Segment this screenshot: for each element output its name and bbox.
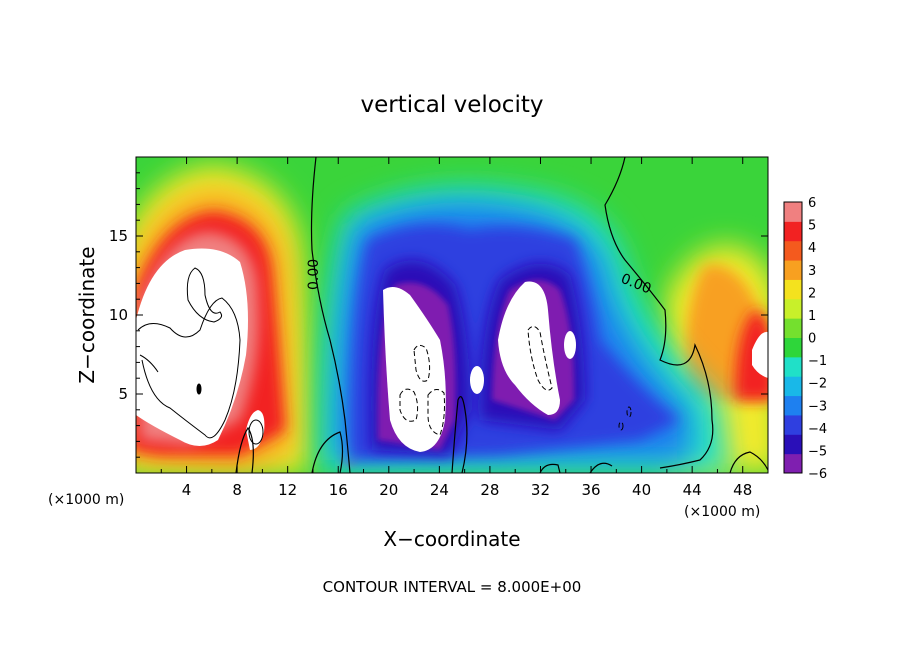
contour-neg-b [399,388,419,422]
colorbar-label: 1 [808,309,816,324]
contour-zero-c [451,396,468,473]
chart-title: vertical velocity [361,92,544,118]
colorbar-swatch [784,202,802,222]
colorbar-label: 4 [808,241,816,256]
colorbar-swatch [784,337,802,358]
contour-zero-a [310,157,351,473]
colorbar-swatch [784,279,802,300]
x-tick-label: 4 [182,481,192,499]
colorbar-swatch [784,376,802,397]
colorbar-swatch [784,240,802,261]
updraft-plume-left [136,165,310,473]
y-axis-ticks: 5 10 15 [109,172,768,458]
contours-positive [137,267,264,445]
x-unit-left: (×1000 m) [48,492,124,508]
x-unit-right: (×1000 m) [684,504,760,520]
contour-zero-g [539,463,561,473]
colorbar-label: 2 [808,286,816,301]
colorbar-label: −5 [808,444,827,459]
contour-pos-dot [196,383,202,395]
x-tick-label: 44 [683,481,702,499]
plume-left-core [136,248,248,446]
contour-neg-d [527,326,553,391]
x-tick-label: 28 [480,481,499,499]
colorbar-label: 6 [808,196,816,211]
y-axis-label: Z−coordinate [75,246,99,383]
downdraft-core-left [383,286,446,452]
contour-neg-c [427,389,445,436]
contours-negative [399,326,632,436]
colorbar-frame [783,201,803,474]
contour-zero-h [589,462,613,473]
colorbar-swatch [784,298,802,319]
downdraft-core-small-b [470,366,484,394]
x-axis-label: X−coordinate [383,527,520,551]
colorbar-swatch [784,434,802,455]
colorbar-swatch [784,414,802,435]
y-tick-label: 10 [109,306,128,324]
colorbar-label: −6 [808,467,827,482]
contour-label-a: 0.00 [306,259,322,290]
contour-neg-e [626,406,632,418]
colorbar-label: 0 [808,332,816,347]
contour-zero-e [235,426,254,473]
downdraft-core-right [498,281,560,415]
plume-right-core [752,331,768,378]
x-tick-label: 16 [329,481,348,499]
contour-zero-f [311,431,344,473]
x-tick-label: 20 [379,481,398,499]
downdraft-central [319,185,730,473]
colorbar-label: 3 [808,264,816,279]
contour-pos-small [248,419,264,445]
x-tick-label: 48 [733,481,752,499]
plot-area: 0.00 0.00 [136,157,768,473]
colorbar-swatch [784,260,802,280]
colorbar-label: −2 [808,377,827,392]
y-tick-label: 5 [118,385,128,403]
x-tick-label: 12 [278,481,297,499]
colorbar-label: −1 [808,354,827,369]
plume-right-red [735,310,768,400]
contour-pos-inner [186,267,222,323]
x-tick-label: 24 [430,481,449,499]
y-tick-label: 15 [109,227,128,245]
colorbar-swatch [784,453,802,474]
colorbar-label: 5 [808,219,816,234]
downdraft-core-small-a [564,331,576,359]
colorbar-swatch [784,318,802,338]
x-tick-label: 40 [632,481,651,499]
x-tick-label: 8 [232,481,242,499]
contour-pos-edge [139,354,159,373]
contour-neg-a [413,344,431,382]
x-tick-label: 32 [531,481,550,499]
colorbar-label: −4 [808,422,827,437]
contours-zero [235,157,768,473]
colorbar: 6 5 4 3 2 1 0 −1 −2 −3 −4 −5 −6 [783,196,827,482]
colorbar-swatch [784,395,802,416]
contour-zero-d [729,451,768,473]
contour-interval: CONTOUR INTERVAL = 8.000E+00 [323,578,582,596]
contour-neg-f [618,421,624,431]
contour-zero-b [604,157,714,469]
contour-pos-outer [137,297,241,439]
colorbar-swatch [784,221,802,242]
colorbar-label: −3 [808,399,827,414]
x-tick-label: 36 [581,481,600,499]
colorbar-swatch [784,356,802,377]
x-axis-ticks: 4 8 12 16 20 24 28 32 36 40 44 48 [160,157,752,499]
